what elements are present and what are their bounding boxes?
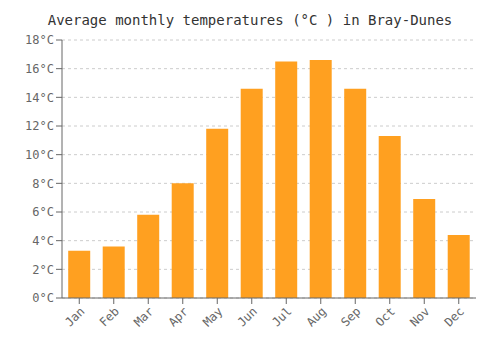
- svg-text:18°C: 18°C: [25, 33, 54, 47]
- svg-text:Sep: Sep: [338, 304, 363, 329]
- svg-text:12°C: 12°C: [25, 119, 54, 133]
- html-text:Average monthly temperatures (: Average monthly temperatures (°C ) in Br…: [47, 12, 453, 28]
- svg-text:10°C: 10°C: [25, 148, 54, 162]
- svg-text:Jan: Jan: [62, 304, 87, 329]
- svg-text:Jun: Jun: [235, 304, 260, 329]
- svg-text:Jul: Jul: [269, 304, 294, 329]
- svg-text:May: May: [200, 304, 225, 329]
- svg-text:0°C: 0°C: [32, 291, 54, 305]
- svg-text:2°C: 2°C: [32, 263, 54, 277]
- svg-text:Feb: Feb: [97, 304, 122, 329]
- svg-text:Oct: Oct: [373, 304, 398, 329]
- svg-text:16°C: 16°C: [25, 62, 54, 76]
- svg-text:4°C: 4°C: [32, 234, 54, 248]
- svg-text:14°C: 14°C: [25, 91, 54, 105]
- svg-text:Apr: Apr: [166, 304, 191, 329]
- svg-text:Nov: Nov: [407, 304, 432, 329]
- svg-text:Dec: Dec: [442, 304, 467, 329]
- svg-text:8°C: 8°C: [32, 177, 54, 191]
- svg-text:6°C: 6°C: [32, 205, 54, 219]
- svg-text:Aug: Aug: [304, 304, 329, 329]
- svg-text:Mar: Mar: [131, 304, 156, 329]
